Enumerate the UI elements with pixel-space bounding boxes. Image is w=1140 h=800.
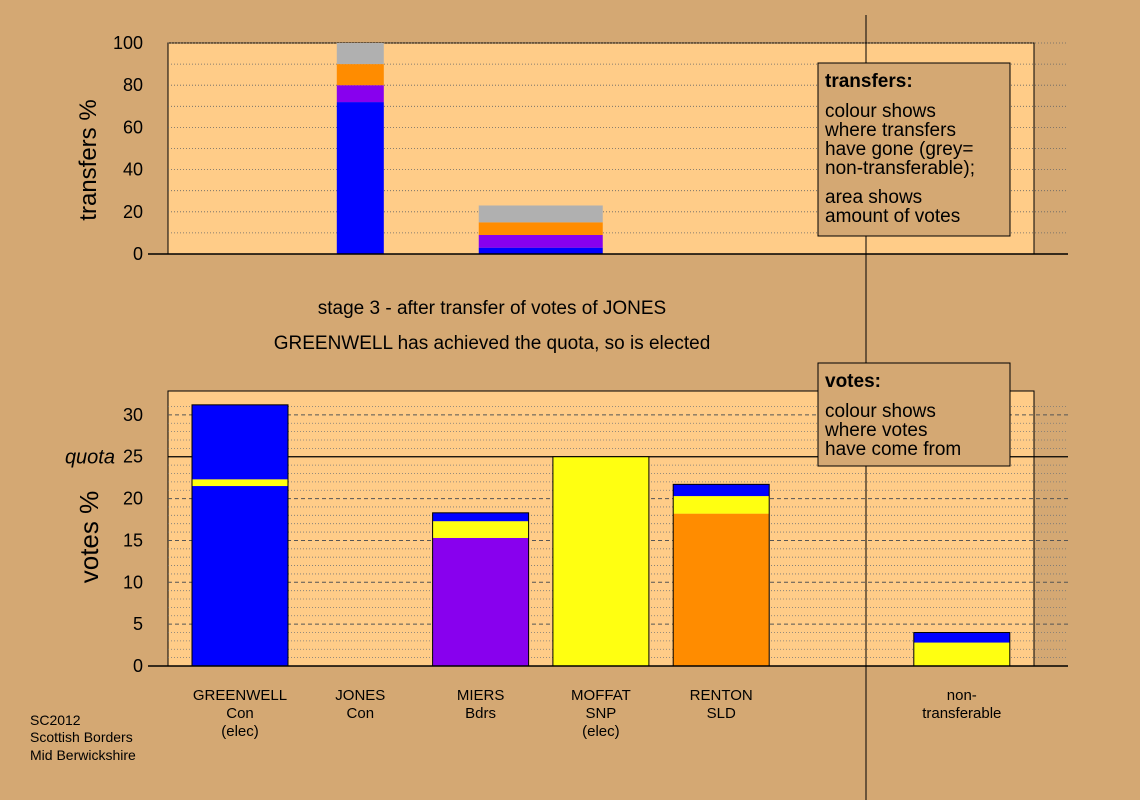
y-tick-label: 15 <box>123 530 143 550</box>
transfer-segment <box>478 247 603 254</box>
y-tick-label: 30 <box>123 405 143 425</box>
votes-legend-box: votes: colour shows where votes have com… <box>817 362 1011 467</box>
candidate-label: MOFFAT <box>571 687 631 704</box>
vote-segment <box>913 632 1010 643</box>
footer-line: Mid Berwickshire <box>30 747 136 763</box>
election-result-text: GREENWELL has achieved the quota, so is … <box>274 333 711 354</box>
candidate-label: Con <box>226 705 254 722</box>
candidate-label: (elec) <box>221 723 259 740</box>
transfer-segment <box>336 43 384 65</box>
transfers-legend-line: non-transferable); <box>825 158 975 179</box>
transfers-bars <box>336 43 603 254</box>
transfers-y-axis-label: transfers % <box>75 99 102 220</box>
votes-legend-title: votes: <box>825 371 881 392</box>
transfers-legend-line: amount of votes <box>825 206 960 227</box>
candidate-label: JONES <box>335 687 385 704</box>
candidate-label: transferable <box>922 705 1001 722</box>
candidate-label: non- <box>947 687 977 704</box>
y-tick-label: 60 <box>123 117 143 137</box>
vote-segment <box>552 456 649 666</box>
candidate-label: GREENWELL <box>193 687 287 704</box>
y-tick-label: 0 <box>133 656 143 676</box>
transfers-legend-line: colour shows <box>825 101 936 122</box>
candidate-label: (elec) <box>582 723 620 740</box>
transfers-legend-title: transfers: <box>825 71 913 92</box>
transfer-segment <box>478 205 603 223</box>
votes-y-ticks: 0 5 10 15 20 25 30 <box>123 405 143 676</box>
transfers-legend-line: area shows <box>825 187 922 208</box>
votes-legend-line: where votes <box>824 420 927 441</box>
candidate-label: SNP <box>585 705 616 722</box>
candidate-label: RENTON <box>690 687 753 704</box>
vote-segment <box>673 484 770 497</box>
y-tick-label: 20 <box>123 202 143 222</box>
vote-segment <box>432 512 529 522</box>
votes-legend-line: colour shows <box>825 401 936 422</box>
y-tick-label: 5 <box>133 614 143 634</box>
y-tick-label: 0 <box>133 244 143 264</box>
stage-description: stage 3 - after transfer of votes of JON… <box>318 298 667 319</box>
transfers-y-ticks: 0 20 40 60 80 100 <box>113 33 143 264</box>
y-tick-label: 80 <box>123 75 143 95</box>
candidate-label: Con <box>347 705 375 722</box>
y-tick-label: 25 <box>123 447 143 467</box>
transfers-legend-line: where transfers <box>824 120 956 141</box>
footer-line: Scottish Borders <box>30 729 133 745</box>
footer-line: SC2012 <box>30 712 81 728</box>
y-tick-label: 100 <box>113 33 143 53</box>
candidate-label: SLD <box>707 705 736 722</box>
vote-segment <box>192 479 288 487</box>
candidate-labels: GREENWELLCon(elec)JONESConMIERSBdrsMOFFA… <box>193 687 1002 740</box>
vote-segment <box>432 521 529 538</box>
vote-segment <box>673 496 770 514</box>
y-tick-label: 20 <box>123 489 143 509</box>
votes-legend-line: have come from <box>825 439 961 460</box>
y-tick-label: 10 <box>123 572 143 592</box>
candidate-label: Bdrs <box>465 705 496 722</box>
transfers-legend-box: transfers: colour shows where transfers … <box>817 62 1011 237</box>
quota-label: quota <box>65 447 115 469</box>
footer-caption: SC2012 Scottish Borders Mid Berwickshire <box>30 712 136 763</box>
vote-segment <box>192 404 288 480</box>
candidate-label: MIERS <box>457 687 505 704</box>
vote-segment <box>432 537 529 666</box>
transfer-segment <box>478 235 603 248</box>
votes-y-axis-label: votes % <box>74 491 104 584</box>
y-tick-label: 40 <box>123 160 143 180</box>
transfer-segment <box>336 85 384 103</box>
transfers-legend-line: have gone (grey= <box>825 139 973 160</box>
vote-segment <box>192 486 288 666</box>
vote-segment <box>913 642 1010 666</box>
vote-segment <box>673 513 770 666</box>
transfer-segment <box>478 222 603 236</box>
transfer-segment <box>336 64 384 86</box>
transfer-segment <box>336 102 384 254</box>
votes-bars <box>191 404 1011 667</box>
